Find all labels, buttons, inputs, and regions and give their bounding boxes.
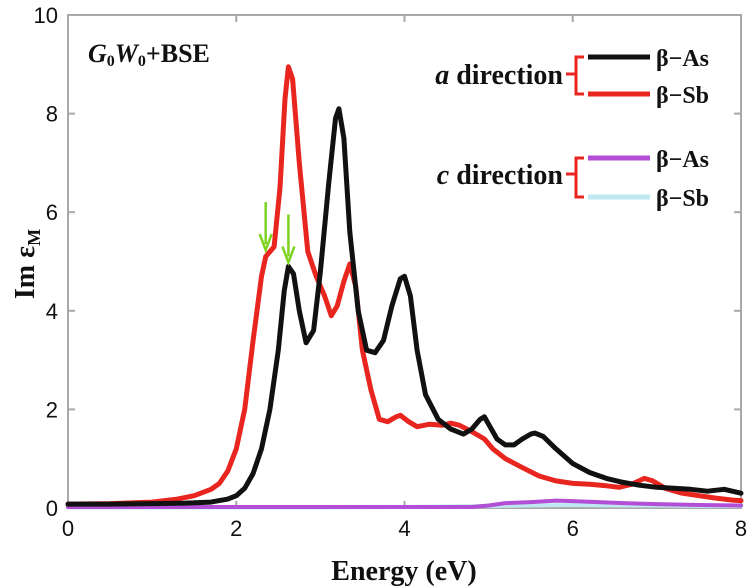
y-tick-label: 10 xyxy=(34,3,58,28)
series-line-c-as xyxy=(66,498,743,509)
series-layer xyxy=(65,64,744,510)
x-tick-label: 2 xyxy=(230,516,242,541)
legend-bracket-c xyxy=(566,156,584,199)
annotation-g: G xyxy=(88,39,107,68)
plot-frame xyxy=(67,14,742,509)
y-tick-label: 8 xyxy=(46,102,58,127)
annotation-rest: +BSE xyxy=(146,39,210,68)
annotation-g-sub: 0 xyxy=(107,53,115,70)
marker-layer xyxy=(258,202,296,266)
arrow-head-1 xyxy=(258,233,273,254)
annotation-w-sub: 0 xyxy=(138,53,146,70)
y-tick-label: 0 xyxy=(46,496,58,521)
axis-ticks: 0 2 4 6 8 0 2 4 6 8 10 xyxy=(34,3,748,541)
legend-entry-label: β−Sb xyxy=(656,83,709,109)
series-line-a-sb xyxy=(65,64,744,507)
legend-direction-word: direction xyxy=(449,160,563,191)
y-axis-title-main: Im ε xyxy=(10,246,41,299)
x-tick-label: 0 xyxy=(62,516,74,541)
legend-entry-label: β−Sb xyxy=(656,186,709,212)
arrow-head-2 xyxy=(281,245,296,266)
legend-group-label-a: a direction xyxy=(435,60,563,91)
y-axis-title-sub: M xyxy=(24,229,44,246)
x-tick-label: 4 xyxy=(398,516,410,541)
x-tick-label: 8 xyxy=(735,516,747,541)
legend-entry-label: β−As xyxy=(656,46,709,72)
legend-group-label-c: c direction xyxy=(437,160,564,191)
y-axis-title: Im εM xyxy=(10,229,44,299)
legend-entry-label: β−As xyxy=(656,147,709,173)
method-annotation: G0W0+BSE xyxy=(88,39,210,70)
legend-bracket-a xyxy=(566,55,584,96)
x-tick-label: 6 xyxy=(567,516,579,541)
legend-direction-letter: a xyxy=(435,60,449,91)
y-tick-label: 4 xyxy=(46,299,58,324)
plot-border xyxy=(67,14,742,509)
legend-direction-word: direction xyxy=(449,60,563,91)
x-axis-title: Energy (eV) xyxy=(331,556,476,586)
y-tick-label: 2 xyxy=(46,397,58,422)
legend: a direction β−As β−Sb c direction β−As β−Sb xyxy=(435,46,709,212)
legend-direction-letter: c xyxy=(437,160,450,191)
y-tick-label: 6 xyxy=(46,200,58,225)
series-line-a-as xyxy=(65,106,744,507)
annotation-w: W xyxy=(115,39,140,68)
